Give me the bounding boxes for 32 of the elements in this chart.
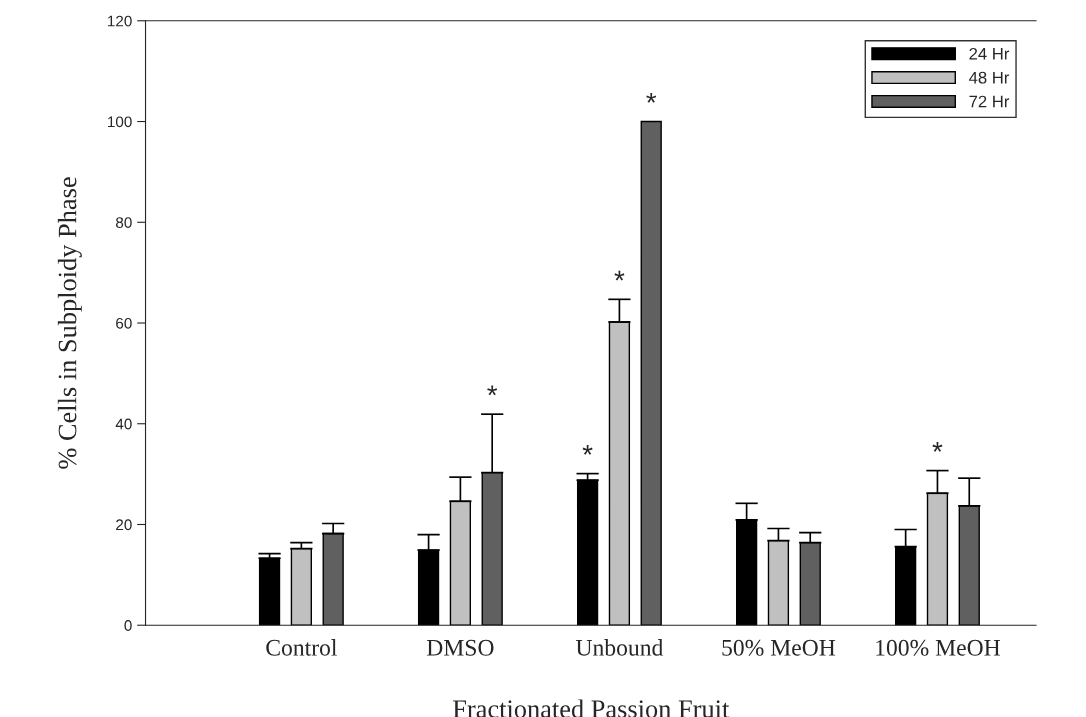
y-tick-label: 120: [108, 15, 132, 27]
annotation: *: [582, 445, 593, 455]
x-tick-label: Unbound: [575, 639, 664, 656]
annotation: *: [487, 385, 498, 396]
x-tick-label: 100% MeOH: [876, 639, 1001, 656]
y-tick-label: 60: [116, 317, 132, 329]
legend-label: 24 Hr: [969, 47, 1010, 60]
annotation: *: [932, 442, 943, 452]
bar: [640, 120, 662, 626]
bar: [258, 557, 281, 626]
bar: [290, 547, 312, 626]
y-axis-title: % Cells in Subploidy Phase: [57, 177, 82, 469]
y-tick-label: 0: [124, 620, 132, 631]
legend-label: 48 Hr: [969, 71, 1010, 84]
x-axis-title: Fractionated Passion Fruit: [453, 699, 730, 717]
y-tick-label: 80: [116, 217, 132, 228]
y-tick-label: 40: [115, 418, 132, 430]
bar: [417, 549, 440, 626]
bar: [576, 479, 599, 626]
y-tick-label: 20: [116, 519, 132, 531]
legend-label: 72 Hr: [969, 95, 1010, 108]
annotation: *: [614, 270, 625, 281]
x-tick-label: DMSO: [426, 639, 494, 656]
y-tick-label: 100: [108, 116, 132, 128]
bar: [735, 519, 758, 626]
bar: [608, 321, 631, 626]
annotation: *: [646, 92, 657, 103]
x-tick-label: Control: [266, 639, 337, 656]
bar: [958, 505, 980, 626]
bar: [449, 500, 472, 626]
bar: [926, 492, 949, 626]
x-tick-label: 50% MeOH: [722, 639, 836, 656]
